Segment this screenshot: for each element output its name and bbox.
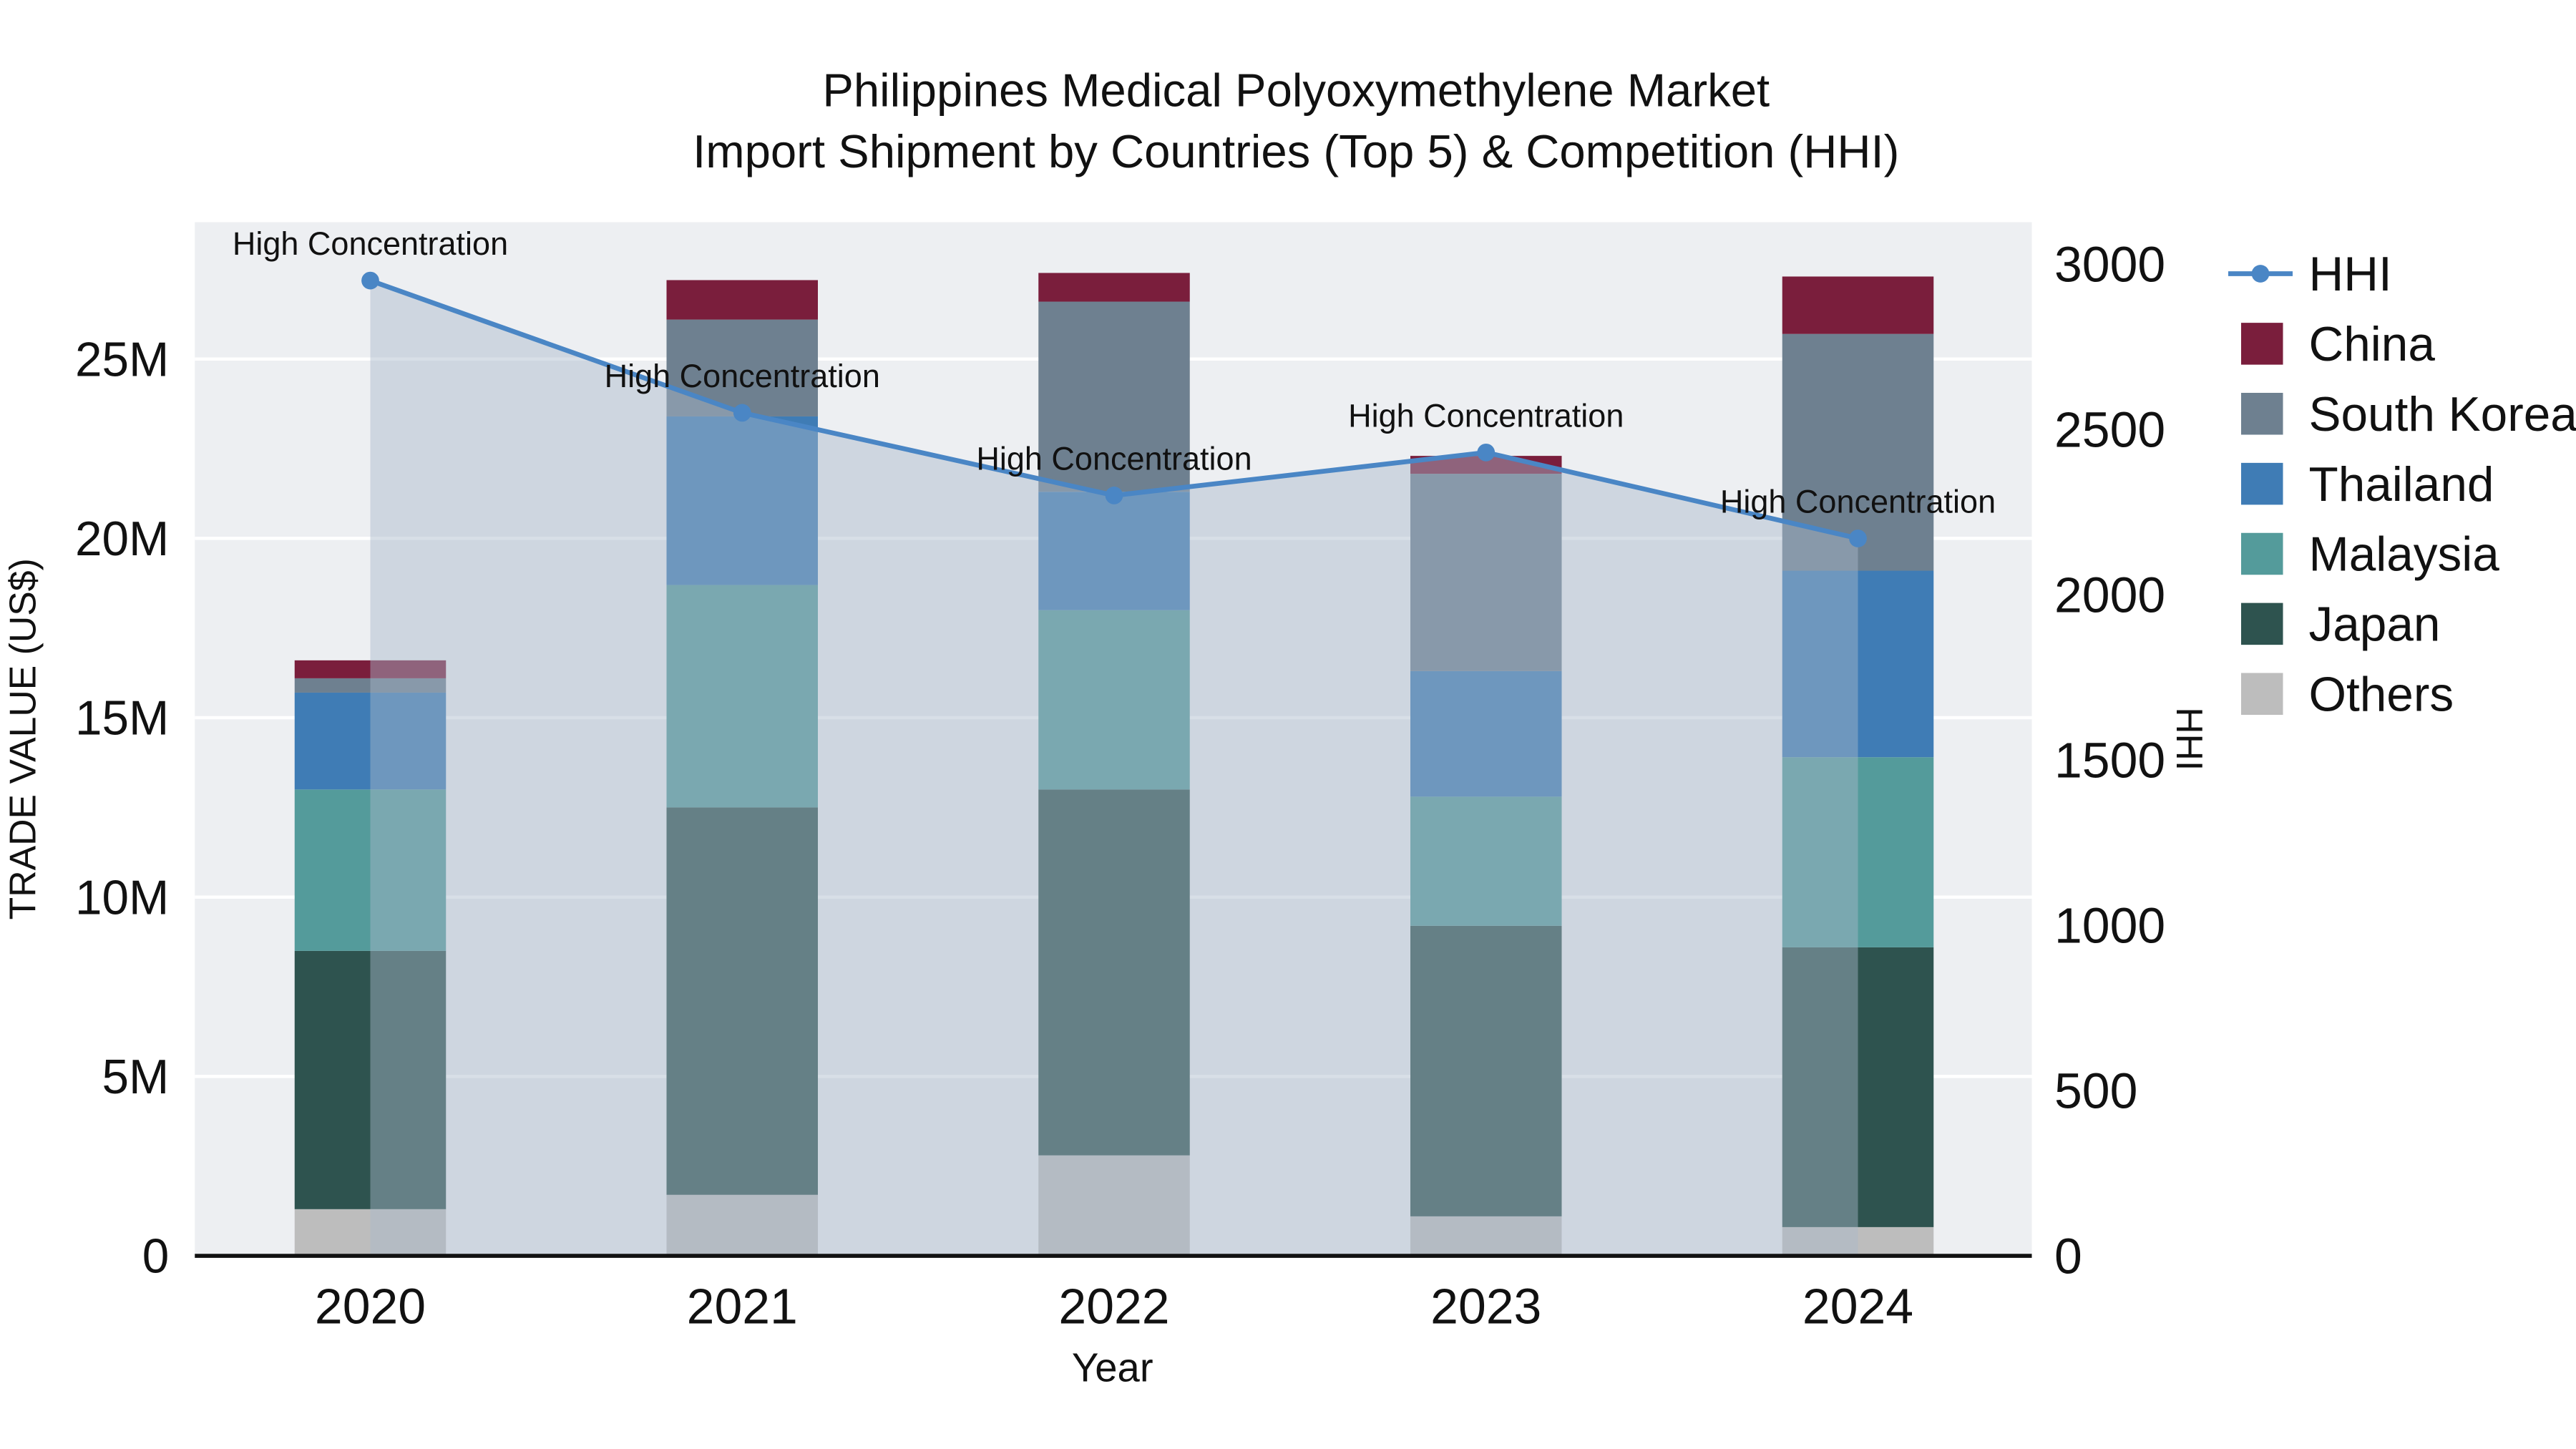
bar-segment-others-2021[interactable] — [666, 1194, 819, 1256]
bar-segment-china-2021[interactable] — [666, 280, 819, 320]
x-axis-tick-2021: 2021 — [687, 1279, 798, 1335]
legend-label: Thailand — [2309, 458, 2494, 512]
bar-segment-malaysia-2023[interactable] — [1410, 796, 1562, 926]
y2-axis-tick: 0 — [2054, 1228, 2082, 1284]
y2-axis-tick: 3000 — [2054, 236, 2165, 292]
legend-swatch — [2241, 393, 2283, 435]
y-axis-tick: 10M — [75, 871, 169, 924]
chart-title-line-2: Import Shipment by Countries (Top 5) & C… — [693, 125, 1899, 177]
annotation-high-concentration: High Concentration — [976, 440, 1252, 477]
bar-segment-thailand-2024[interactable] — [1782, 570, 1934, 758]
legend-swatch — [2241, 602, 2283, 645]
bar-segment-malaysia-2024[interactable] — [1782, 757, 1934, 947]
annotation-high-concentration: High Concentration — [605, 358, 880, 394]
y-axis-tick: 0 — [142, 1230, 170, 1284]
legend-label: HHI — [2309, 248, 2392, 301]
hhi-area — [370, 280, 1858, 1256]
legend-swatch — [2241, 462, 2283, 505]
hhi-marker-2023[interactable] — [1477, 443, 1496, 462]
bar-segment-japan-2020[interactable] — [294, 950, 447, 1209]
bar-segment-china-2024[interactable] — [1782, 276, 1934, 334]
hhi-marker-2020[interactable] — [361, 271, 379, 290]
bar-segment-south-korea-2023[interactable] — [1410, 474, 1562, 671]
legend-item-hhi[interactable]: HHI — [2228, 248, 2392, 301]
bar-segment-others-2020[interactable] — [294, 1209, 447, 1256]
bar-segment-south-korea-2020[interactable] — [294, 678, 447, 693]
legend-item-malaysia[interactable]: Malaysia — [2241, 528, 2499, 582]
bar-segment-others-2022[interactable] — [1038, 1155, 1190, 1256]
annotation-high-concentration: High Concentration — [233, 225, 508, 262]
annotations-group: High Concentration High Concentration High… — [233, 225, 1996, 519]
y2-axis-tick: 2000 — [2054, 567, 2165, 623]
legend-item-china[interactable]: China — [2241, 318, 2435, 371]
annotation-high-concentration: High Concentration — [1348, 397, 1624, 434]
y2-axis-tick: 2500 — [2054, 401, 2165, 457]
legend-label: Malaysia — [2309, 528, 2500, 582]
legend-swatch — [2241, 532, 2283, 575]
bar-segment-japan-2024[interactable] — [1782, 947, 1934, 1227]
annotation-high-concentration: High Concentration — [1720, 483, 1996, 519]
stacked-bars-group — [294, 273, 1934, 1256]
hhi-area-group — [370, 280, 1858, 1256]
y2-axis-tick: 1500 — [2054, 732, 2165, 788]
legend-label: Japan — [2309, 598, 2441, 652]
legend-label: Others — [2309, 668, 2454, 721]
legend-label: China — [2309, 318, 2436, 371]
legend-swatch — [2241, 323, 2283, 365]
bar-segment-malaysia-2022[interactable] — [1038, 610, 1190, 790]
legend-item-thailand[interactable]: Thailand — [2241, 458, 2494, 512]
bar-segment-south-korea-2022[interactable] — [1038, 301, 1190, 492]
bar-segment-malaysia-2020[interactable] — [294, 789, 447, 951]
bar-segment-china-2020[interactable] — [294, 660, 447, 678]
hhi-marker-2022[interactable] — [1105, 487, 1123, 504]
legend-item-south-korea[interactable]: South Korea — [2241, 388, 2576, 441]
legend-marker-icon — [2251, 265, 2270, 283]
x-axis-tick-2023: 2023 — [1430, 1279, 1541, 1335]
bar-segment-others-2023[interactable] — [1410, 1216, 1562, 1256]
bar-segment-japan-2022[interactable] — [1038, 789, 1190, 1156]
hhi-marker-2021[interactable] — [733, 404, 751, 422]
y2-axis-label: HHI — [2169, 707, 2210, 771]
y2-axis-tick: 1000 — [2054, 897, 2165, 953]
y2-axis-tick: 500 — [2054, 1063, 2137, 1118]
bar-segment-thailand-2020[interactable] — [294, 692, 447, 790]
legend-label: South Korea — [2309, 388, 2576, 441]
legend-group: HHI China South Korea Thailand Malaysia Japan… — [2228, 248, 2576, 721]
y-axis-tick: 5M — [102, 1050, 169, 1104]
legend-item-others[interactable]: Others — [2241, 668, 2454, 721]
hhi-marker-2024[interactable] — [1849, 530, 1867, 547]
x-axis-tick-2020: 2020 — [315, 1279, 426, 1335]
bar-segment-japan-2021[interactable] — [666, 807, 819, 1195]
bar-segment-japan-2023[interactable] — [1410, 925, 1562, 1216]
bar-segment-china-2022[interactable] — [1038, 273, 1190, 302]
hhi-line-group — [361, 271, 1867, 547]
bar-segment-malaysia-2021[interactable] — [666, 585, 819, 808]
x-axis-tick-2022: 2022 — [1058, 1279, 1169, 1335]
y-axis-tick: 20M — [75, 512, 169, 566]
bar-segment-thailand-2022[interactable] — [1038, 492, 1190, 610]
legend-item-japan[interactable]: Japan — [2241, 598, 2440, 652]
bar-segment-south-korea-2021[interactable] — [666, 319, 819, 416]
chart-title-line-1: Philippines Medical Polyoxymethylene Mar… — [822, 64, 1770, 117]
bar-segment-others-2024[interactable] — [1782, 1226, 1934, 1256]
bar-segment-thailand-2021[interactable] — [666, 416, 819, 585]
legend-swatch — [2241, 673, 2283, 715]
bar-segment-thailand-2023[interactable] — [1410, 670, 1562, 797]
y-axis-tick: 25M — [75, 333, 169, 386]
x-axis-label: Year — [1072, 1345, 1153, 1390]
x-axis-tick-2024: 2024 — [1802, 1279, 1913, 1335]
y-axis-label: TRADE VALUE (US$) — [1, 558, 43, 919]
axes-group: 0 5M 10M 15M 20M 25M 0 500 1000 1500 2000 2500 3000 2… — [75, 236, 2165, 1334]
y-axis-tick: 15M — [75, 692, 169, 746]
